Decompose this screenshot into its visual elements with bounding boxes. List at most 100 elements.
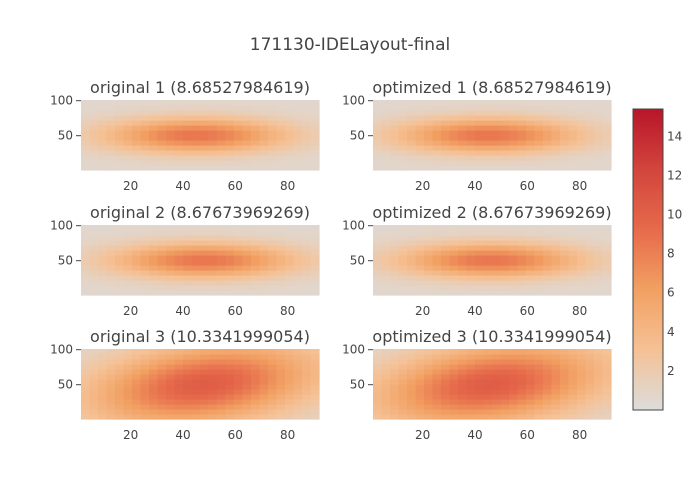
heatmap-cell [115,265,125,271]
heatmap-cell [398,260,408,266]
heatmap-cell [483,105,493,111]
heatmap-cell [293,270,303,276]
heatmap-cell [577,235,587,241]
heatmap-cell [594,240,604,246]
heatmap-cell [509,130,519,136]
heatmap-cell [89,354,99,360]
heatmap-cell [251,374,261,380]
heatmap-cell [483,285,493,291]
heatmap-cell [543,275,553,281]
heatmap-cell [373,130,383,136]
heatmap-cell [602,120,612,126]
heatmap-cell [191,359,201,365]
heatmap-cell [415,135,425,141]
heatmap-cell [208,100,218,106]
heatmap-cell [191,349,201,355]
heatmap-cell [251,235,261,241]
heatmap-cell [268,135,278,141]
heatmap-cell [149,379,159,385]
heatmap-cell [89,374,99,380]
heatmap-cell [602,260,612,266]
y-tick-label: 50 [58,254,73,268]
heatmap-cell [285,260,295,266]
heatmap-cell [174,155,184,161]
heatmap-cell [259,399,269,405]
heatmap-cell [602,105,612,111]
heatmap-cell [106,245,116,251]
heatmap-cell [390,260,400,266]
heatmap-cell [259,235,269,241]
heatmap-cell [81,280,91,286]
heatmap-cell [458,260,468,266]
heatmap-cell [166,260,176,266]
heatmap-cell [560,225,570,231]
heatmap-cell [208,125,218,131]
heatmap-cell [466,409,476,415]
heatmap-cell [585,354,595,360]
heatmap-cell [500,260,510,266]
heatmap-cell [432,285,442,291]
heatmap-cell [191,404,201,410]
heatmap-cell [89,140,99,146]
heatmap-cell [449,265,459,271]
heatmap-cell [398,115,408,121]
heatmap-cell [89,364,99,370]
heatmap-cell [225,145,235,151]
heatmap-cell [106,125,116,131]
heatmap-cell [585,165,595,171]
heatmap-cell [310,100,320,106]
heatmap-cell [149,349,159,355]
heatmap-cell [302,150,312,156]
heatmap-cell [132,110,142,116]
heatmap-cell [390,165,400,171]
heatmap-cell [466,369,476,375]
heatmap-cell [517,155,527,161]
heatmap-cell [466,235,476,241]
heatmap-cell [302,250,312,256]
heatmap-cell [191,100,201,106]
heatmap-cell [483,140,493,146]
y-tick-label: 50 [350,129,365,143]
heatmap-cell [98,265,108,271]
heatmap-cell [208,225,218,231]
heatmap-cell [268,255,278,261]
heatmap-cell [466,155,476,161]
heatmap-cell [551,394,561,400]
heatmap-cell [259,270,269,276]
heatmap-cell [492,364,502,370]
heatmap-cell [149,125,159,131]
heatmap-cell [594,155,604,161]
heatmap-cell [526,120,536,126]
heatmap-cell [166,155,176,161]
heatmap-cell [381,349,391,355]
heatmap-cell [200,110,210,116]
heatmap-cell [602,230,612,236]
heatmap-cell [407,379,417,385]
heatmap-cell [191,240,201,246]
heatmap-cell [140,374,150,380]
heatmap-cell [381,235,391,241]
heatmap-cell [492,115,502,121]
heatmap-cell [166,140,176,146]
heatmap-cell [415,354,425,360]
heatmap-cell [475,235,485,241]
heatmap-cell [551,270,561,276]
heatmap-cell [98,160,108,166]
heatmap-cell [517,280,527,286]
heatmap-cell [492,130,502,136]
heatmap-cell [89,404,99,410]
heatmap-cell [483,389,493,395]
heatmap-cell [398,275,408,281]
heatmap-cell [415,240,425,246]
heatmap-cell [123,100,133,106]
heatmap-cell [551,369,561,375]
heatmap-cell [398,235,408,241]
heatmap-cell [475,280,485,286]
heatmap-cell [234,374,244,380]
heatmap-cell [594,165,604,171]
heatmap-cell [424,389,434,395]
heatmap-cell [500,364,510,370]
heatmap-cell [217,255,227,261]
heatmap-cell [225,364,235,370]
heatmap-cell [390,255,400,261]
